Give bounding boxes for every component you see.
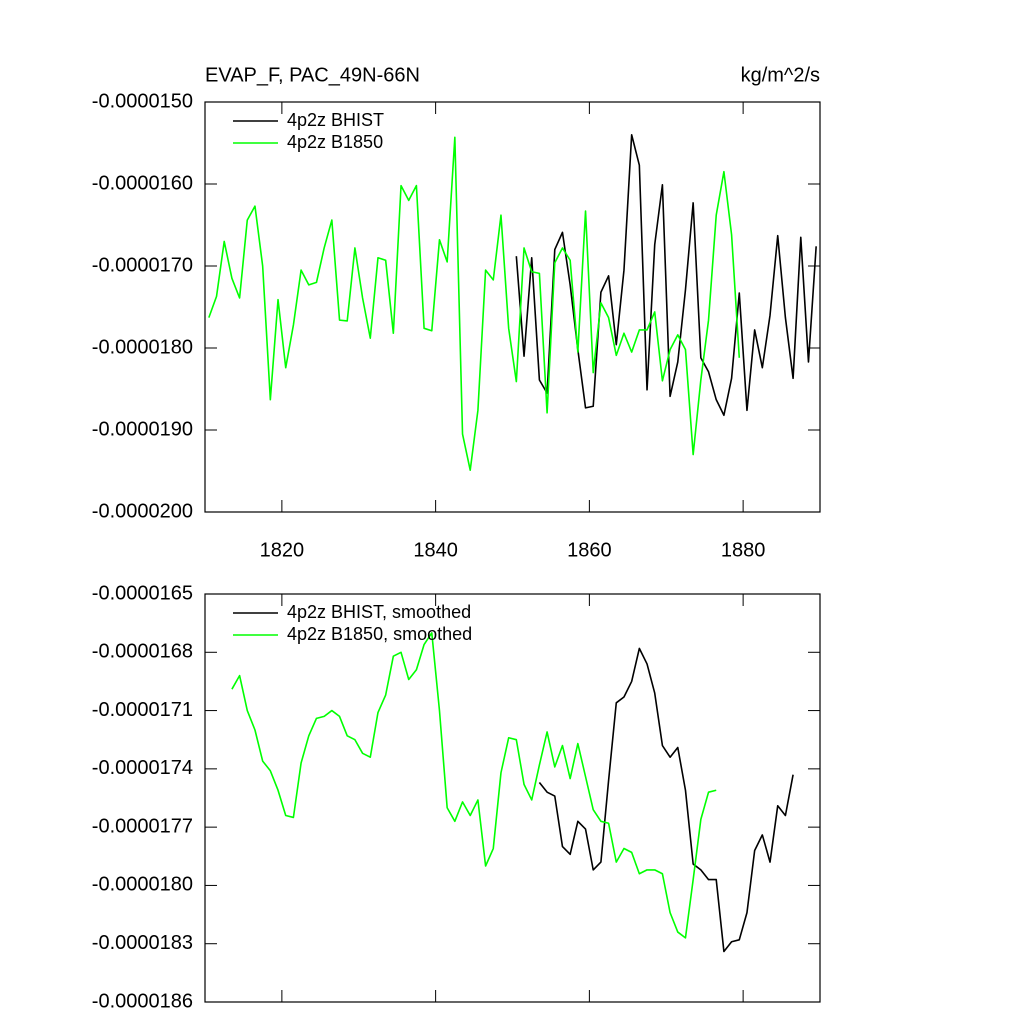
series-line [231, 632, 717, 939]
legend-label: 4p2z BHIST [287, 110, 384, 130]
series-line [208, 136, 741, 471]
x-tick-label: 1820 [260, 539, 305, 561]
y-tick-label: -0.0000180 [92, 874, 193, 896]
y-tick-label: -0.0000174 [92, 757, 193, 779]
y-tick-label: -0.0000165 [92, 582, 193, 604]
chart-title: EVAP_F, PAC_49N-66N [205, 64, 420, 86]
y-tick-label: -0.0000170 [92, 254, 193, 276]
plot-frame [204, 101, 821, 513]
legend-label: 4p2z B1850 [287, 132, 383, 152]
units-label: kg/m^2/s [741, 64, 820, 86]
y-tick-label: -0.0000168 [92, 641, 193, 663]
y-tick-label: -0.0000183 [92, 932, 193, 954]
y-tick-label: -0.0000177 [92, 815, 193, 837]
y-tick-label: -0.0000171 [92, 699, 193, 721]
y-tick-label: -0.0000190 [92, 418, 193, 440]
series-line [515, 134, 817, 417]
legend-label: 4p2z BHIST, smoothed [287, 602, 471, 622]
plot-frame [204, 593, 821, 1003]
legend-label: 4p2z B1850, smoothed [287, 624, 472, 644]
y-tick-label: -0.0000160 [92, 172, 193, 194]
x-tick-label: 1880 [721, 539, 766, 561]
x-tick-label: 1860 [567, 539, 612, 561]
y-tick-label: -0.0000180 [92, 336, 193, 358]
y-tick-label: -0.0000200 [92, 500, 193, 522]
x-tick-label: 1840 [413, 539, 458, 561]
y-tick-label: -0.0000150 [92, 90, 193, 112]
series-line [538, 647, 794, 953]
y-tick-label: -0.0000186 [92, 990, 193, 1012]
